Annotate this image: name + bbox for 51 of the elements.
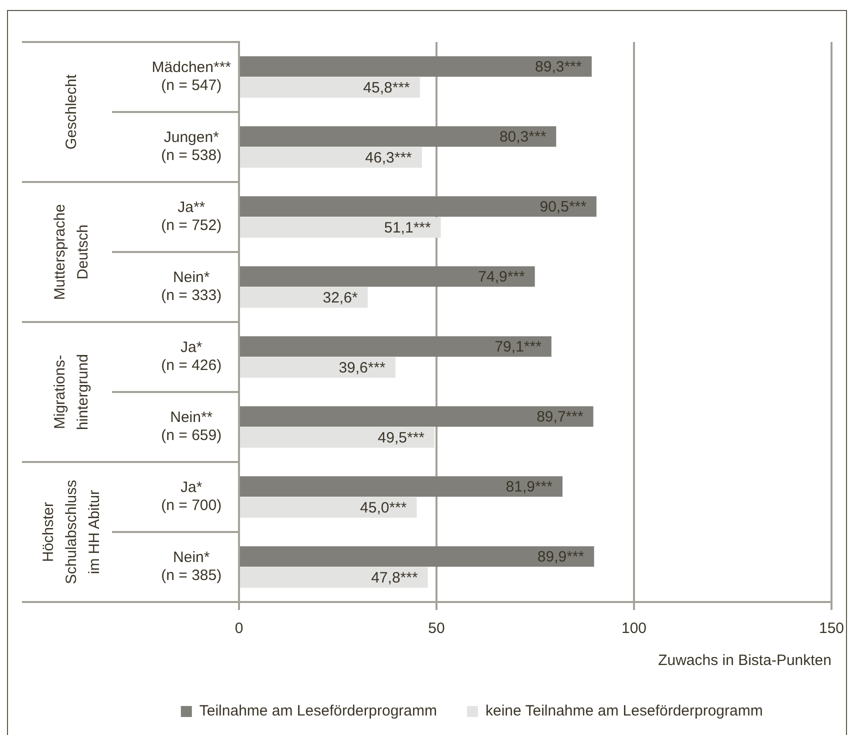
bar <box>240 546 594 567</box>
y-tick-label: Nein** (n = 659) <box>161 409 222 444</box>
data-label: 89,3*** <box>535 58 582 76</box>
bar <box>240 336 552 357</box>
data-label: 51,1*** <box>384 220 431 237</box>
data-label: 47,8*** <box>371 570 418 587</box>
text: Geschlecht <box>63 74 80 150</box>
data-label: 49,5*** <box>378 430 425 447</box>
x-tick-label: 150 <box>818 620 844 638</box>
bar <box>240 217 441 238</box>
bar <box>240 126 556 147</box>
data-label: 45,8*** <box>363 80 410 97</box>
legend-label: keine Teilnahme am Leseförderprogramm <box>485 702 763 720</box>
data-label: 79,1*** <box>494 338 542 356</box>
x-tick-label: 0 <box>234 620 244 638</box>
data-label: 74,9*** <box>478 268 525 286</box>
text: Migrations- hintergrund <box>52 354 92 430</box>
x-tick-label: 100 <box>621 620 647 638</box>
bar <box>240 497 417 518</box>
x-tick-label: 50 <box>428 620 445 638</box>
data-label: 89,7*** <box>536 408 584 426</box>
bar <box>240 476 562 497</box>
data-label: 81,9*** <box>506 478 553 496</box>
bar <box>240 266 535 287</box>
legend-label: Teilnahme am Leseförderprogramm <box>199 702 437 720</box>
data-label: 89,9*** <box>537 548 584 566</box>
text: Muttersprache Deutsch <box>52 204 92 300</box>
y-tick-label: Mädchen*** (n = 547) <box>152 59 232 94</box>
bar <box>240 567 428 588</box>
bar <box>240 406 594 427</box>
y-tick-label: Ja* (n = 700) <box>161 479 222 514</box>
data-label: 32,6* <box>322 290 358 307</box>
x-axis-title: Zuwachs in Bista-Punkten <box>658 652 832 670</box>
bar <box>240 56 592 77</box>
data-label: 39,6*** <box>338 360 386 377</box>
data-label: 80,3*** <box>499 128 546 146</box>
y-tick-label: Ja** (n = 752) <box>161 199 222 234</box>
data-label: 46,3*** <box>365 150 412 167</box>
y-tick-label: Nein* (n = 333) <box>161 269 222 304</box>
bar <box>240 147 422 168</box>
text: Höchster Schulabschluss im HH Abitur <box>40 480 104 584</box>
bar <box>240 427 435 448</box>
y-tick-label: Ja* (n = 426) <box>161 339 222 374</box>
data-label: 45,0*** <box>360 500 407 517</box>
y-tick-label: Jungen* (n = 538) <box>161 129 222 164</box>
bar <box>240 287 368 308</box>
bar <box>240 77 420 98</box>
y-tick-label: Nein* (n = 385) <box>161 549 222 584</box>
data-label: 90,5*** <box>540 198 587 216</box>
bar <box>240 196 596 217</box>
bar <box>240 357 396 378</box>
